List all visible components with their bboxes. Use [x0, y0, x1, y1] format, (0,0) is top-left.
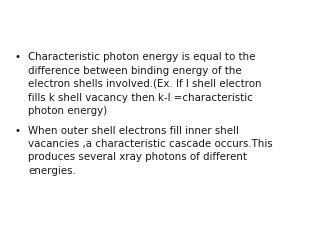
Text: electron shells involved.(Ex. If l shell electron: electron shells involved.(Ex. If l shell… — [28, 79, 261, 89]
Text: difference between binding energy of the: difference between binding energy of the — [28, 66, 242, 76]
Text: produces several xray photons of different: produces several xray photons of differe… — [28, 152, 247, 162]
Text: vacancies ,a characteristic cascade occurs.This: vacancies ,a characteristic cascade occu… — [28, 139, 273, 149]
Text: fills k shell vacancy then k-l =characteristic: fills k shell vacancy then k-l =characte… — [28, 92, 253, 102]
Text: photon energy): photon energy) — [28, 106, 107, 116]
Text: •: • — [14, 126, 20, 136]
Text: Characteristic photon energy is equal to the: Characteristic photon energy is equal to… — [28, 52, 255, 62]
Text: When outer shell electrons fill inner shell: When outer shell electrons fill inner sh… — [28, 126, 239, 136]
Text: •: • — [14, 52, 20, 62]
Text: energies.: energies. — [28, 166, 76, 176]
